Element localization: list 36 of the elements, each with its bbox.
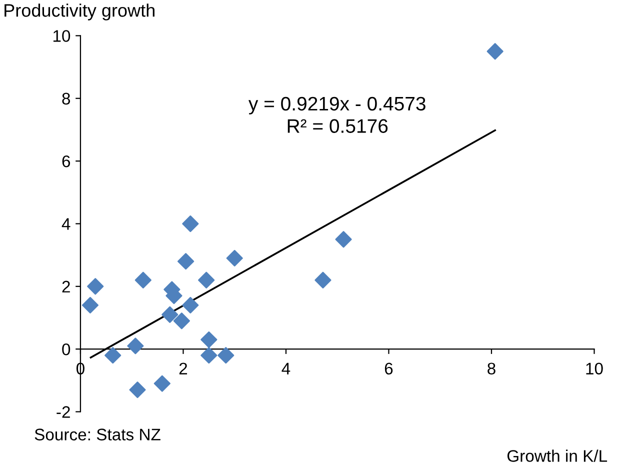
point [162,306,178,323]
y-tick-label: 10 [53,30,70,42]
point [200,347,218,364]
point [335,231,352,248]
x-tick-label: 8 [488,362,496,375]
point [177,253,194,270]
point [182,296,199,314]
point [129,382,146,398]
point [127,338,144,354]
source-note: Source: Stats NZ [34,428,160,440]
point [154,375,170,392]
y-tick-label: 8 [62,92,70,105]
y-tick-label: 2 [62,280,70,292]
point [87,278,104,295]
annotation: y = 0.9219x - 0.4573 R² = 0.5176 [248,96,426,133]
point [226,250,243,266]
x-tick-label: 2 [179,362,188,374]
point [182,215,199,232]
point [200,331,218,348]
point [134,272,152,288]
y-tick-label: 0 [62,343,70,356]
point [486,43,504,60]
y-tick-label: 6 [62,155,70,168]
point [82,296,99,314]
y-axis-title: Productivity growth [4,4,154,20]
x-tick-label: 6 [384,362,393,375]
point [104,347,122,364]
point [218,347,234,364]
y-tick-label: 4 [62,218,70,230]
x-tick-label: 4 [282,362,290,374]
point [173,312,190,330]
point [198,272,215,288]
x-tick-label: 10 [586,362,603,375]
x-axis-title: Growth in K/L [507,450,608,462]
point [314,272,332,288]
y-tick-label: -2 [56,406,70,418]
